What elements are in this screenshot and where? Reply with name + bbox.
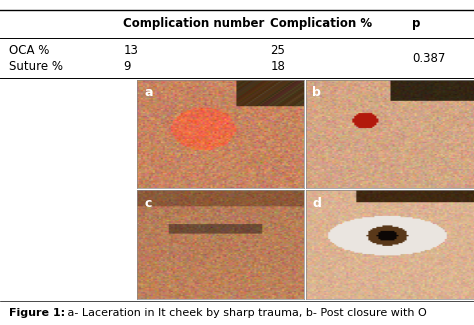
Text: Complication %: Complication % <box>270 17 372 30</box>
Text: 18: 18 <box>270 60 285 73</box>
Text: 0.387: 0.387 <box>412 52 446 65</box>
Text: a: a <box>144 86 153 99</box>
Text: 13: 13 <box>123 45 138 58</box>
Text: p: p <box>412 17 421 30</box>
Text: OCA %: OCA % <box>9 45 50 58</box>
Text: a- Laceration in lt cheek by sharp trauma, b- Post closure with O: a- Laceration in lt cheek by sharp traum… <box>64 308 427 318</box>
Text: 9: 9 <box>123 60 131 73</box>
Text: b: b <box>312 86 321 99</box>
Text: c: c <box>144 197 152 210</box>
Text: Suture %: Suture % <box>9 60 64 73</box>
Text: d: d <box>312 197 321 210</box>
Text: 25: 25 <box>270 45 285 58</box>
Text: Figure 1:: Figure 1: <box>9 308 65 318</box>
Text: Complication number: Complication number <box>123 17 264 30</box>
